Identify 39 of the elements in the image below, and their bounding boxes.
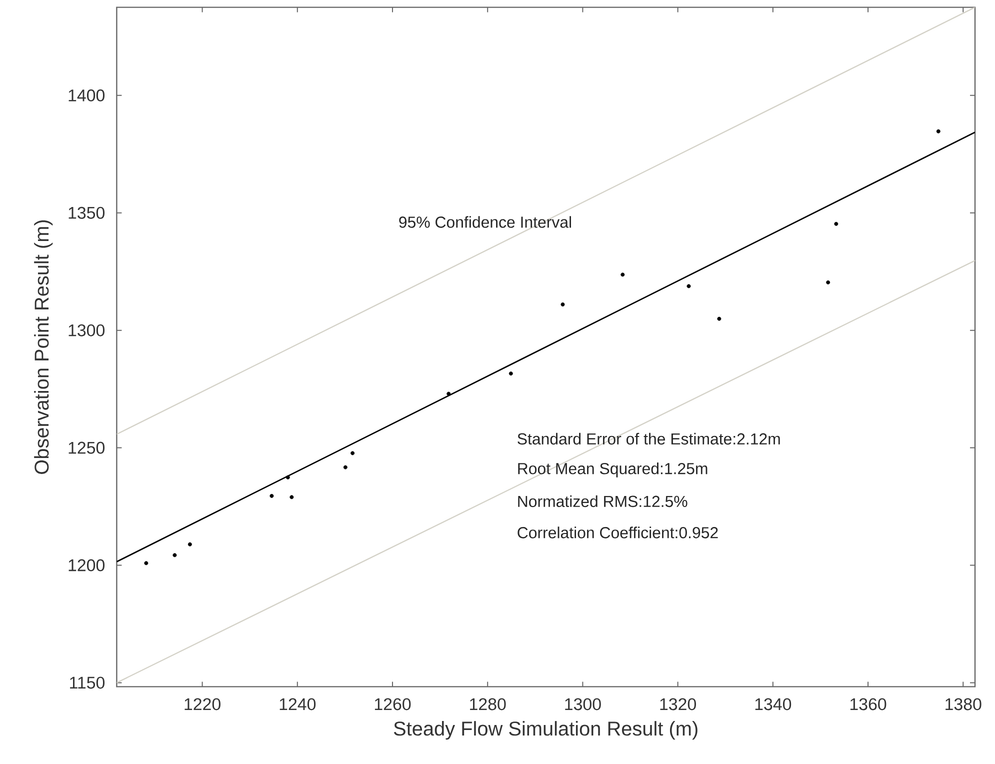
point [686, 284, 691, 288]
y-axis-title: Observation Point Result (m) [34, 220, 53, 474]
point [717, 316, 722, 321]
annotation: Root Mean Squared:1.25m [518, 462, 708, 478]
x-tick-label: 1340 [755, 698, 792, 710]
point [286, 475, 290, 480]
point [560, 302, 565, 306]
x-tick-label: 1380 [946, 698, 982, 710]
x-tick-label: 1360 [850, 698, 886, 710]
point [620, 272, 625, 277]
y-tick-label: 1300 [68, 324, 105, 336]
point [144, 561, 148, 566]
x-axis-title: Steady Flow Simulation Result (m) [394, 721, 698, 740]
point [508, 372, 513, 376]
x-tick-label: 1300 [565, 698, 601, 710]
annotation: Correlation Coefficient:0.952 [518, 526, 718, 538]
annotation: Normatized RMS:12.5% [518, 495, 688, 508]
x-tick-label: 1240 [280, 698, 316, 710]
point [826, 280, 830, 284]
y-tick-label: 1250 [68, 442, 105, 454]
x-tick-label: 1320 [660, 698, 696, 710]
annotation: 95% Confidence Interval [399, 216, 571, 228]
x-tick-label: 1220 [184, 698, 220, 710]
x-tick-label: 1280 [470, 698, 506, 710]
point [350, 451, 355, 456]
point [343, 465, 348, 470]
y-tick-label: 1200 [68, 559, 105, 572]
point [834, 222, 838, 226]
point [290, 495, 294, 500]
x-tick-label: 1260 [374, 698, 411, 710]
y-tick-label: 1350 [68, 206, 105, 219]
y-tick-label: 1150 [70, 676, 105, 689]
annotation: Standard Error of the Estimate:2.12m [518, 432, 780, 445]
point [188, 542, 192, 546]
point [936, 129, 940, 134]
point [172, 553, 177, 558]
y-tick-label: 1400 [68, 89, 105, 102]
point [270, 494, 274, 498]
point [446, 392, 451, 396]
